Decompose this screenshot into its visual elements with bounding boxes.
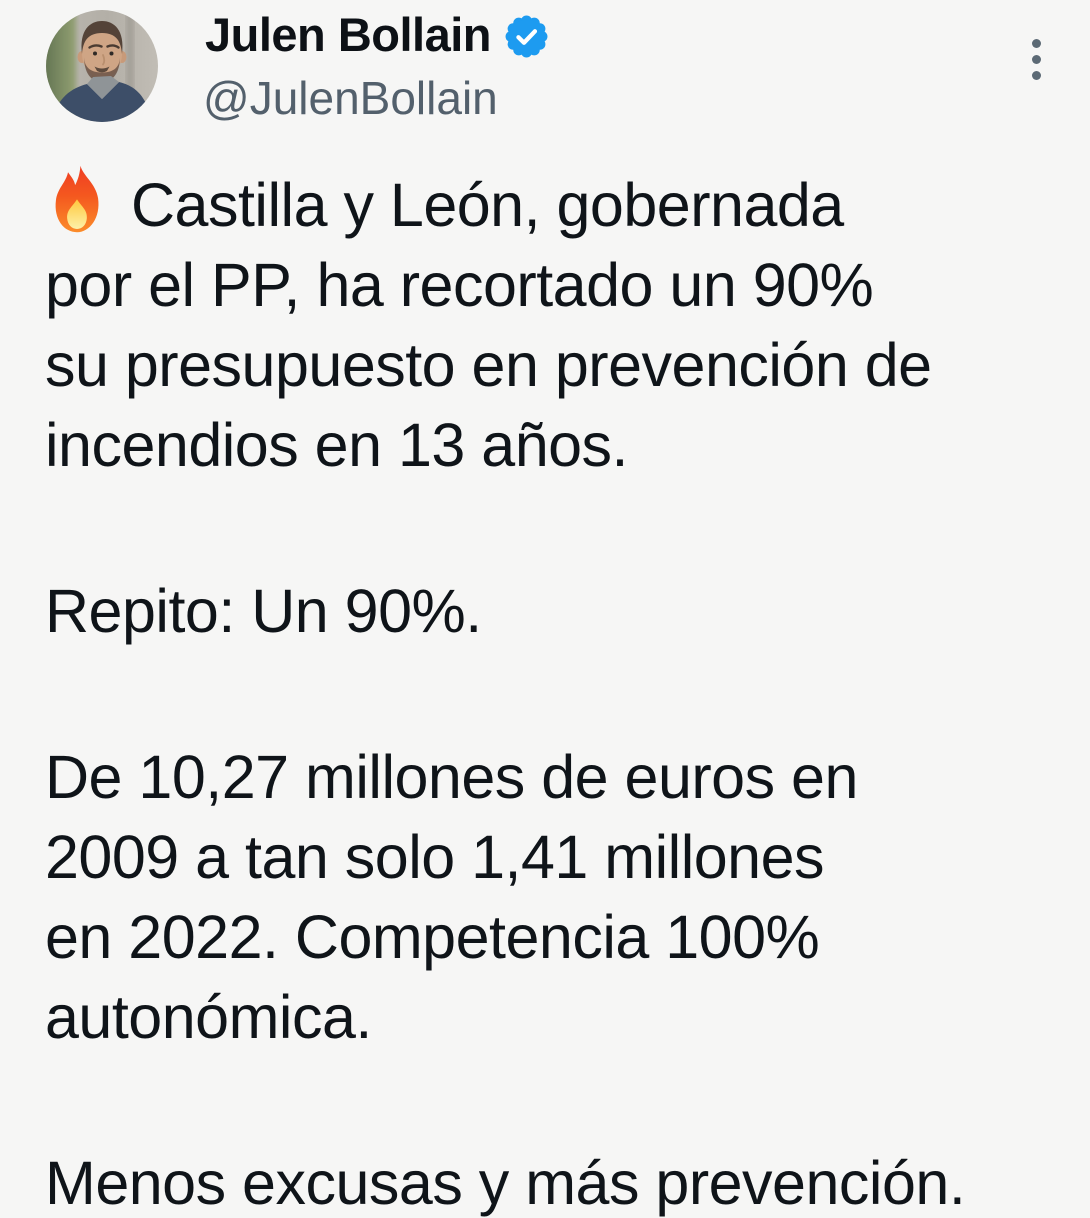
avatar[interactable] xyxy=(46,10,158,122)
dot-icon xyxy=(1031,70,1041,80)
tweet-text-line: Repito: Un 90%. xyxy=(45,577,482,645)
tweet-paragraph: Castilla y León, gobernada por el PP, ha… xyxy=(45,164,1055,485)
tweet-text-line: 2009 a tan solo 1,41 millones xyxy=(45,823,825,891)
more-options-button[interactable] xyxy=(1014,30,1058,88)
tweet-text-line: incendios en 13 años. xyxy=(45,411,629,479)
verified-badge-icon[interactable] xyxy=(505,15,548,58)
tweet-text-line: por el PP, ha recortado un 90% xyxy=(45,251,874,319)
tweet-paragraph: Repito: Un 90%. xyxy=(45,571,1055,651)
tweet-text-line: Castilla y León, gobernada xyxy=(45,165,844,239)
dot-icon xyxy=(1031,38,1041,48)
tweet-text: Castilla y León, gobernada por el PP, ha… xyxy=(45,164,1055,1218)
tweet-text-line: Menos excusas y más prevención. xyxy=(45,1149,966,1217)
tweet-paragraph: De 10,27 millones de euros en 2009 a tan… xyxy=(45,737,1055,1057)
avatar-photo xyxy=(46,10,158,122)
author-handle[interactable]: @JulenBollain xyxy=(203,72,498,124)
fire-emoji xyxy=(45,164,109,240)
author-display-name[interactable]: Julen Bollain xyxy=(205,8,492,61)
dot-icon xyxy=(1031,54,1041,64)
tweet-paragraph: Menos excusas y más prevención. xyxy=(45,1143,1055,1218)
tweet-text-line: De 10,27 millones de euros en xyxy=(45,743,858,811)
tweet-text-line: autonómica. xyxy=(45,983,372,1051)
tweet-text-line: su presupuesto en prevención de xyxy=(45,331,932,399)
tweet-text-line: en 2022. Competencia 100% xyxy=(45,903,820,971)
author-row: Julen Bollain xyxy=(205,6,548,64)
